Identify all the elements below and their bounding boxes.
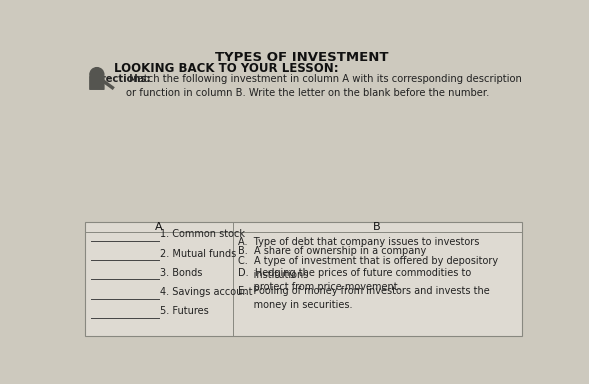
Text: 2. Mutual funds: 2. Mutual funds — [160, 248, 237, 258]
Text: B.  A share of ownership in a company: B. A share of ownership in a company — [238, 246, 426, 256]
Text: C.  A type of investment that is offered by depository
     institutions: C. A type of investment that is offered … — [238, 255, 498, 280]
FancyBboxPatch shape — [85, 222, 522, 336]
Text: B: B — [373, 222, 381, 232]
Text: 3. Bonds: 3. Bonds — [160, 268, 203, 278]
Circle shape — [90, 68, 104, 81]
Text: A.  Type of debt that company issues to investors: A. Type of debt that company issues to i… — [238, 237, 479, 247]
Text: A: A — [155, 222, 163, 232]
Text: 5. Futures: 5. Futures — [160, 306, 209, 316]
Text: E.  Pooling of money from investors and invests the
     money in securities.: E. Pooling of money from investors and i… — [238, 286, 489, 310]
Text: TYPES OF INVESTMENT: TYPES OF INVESTMENT — [215, 51, 389, 64]
Text: 4. Savings account: 4. Savings account — [160, 287, 253, 297]
Text: LOOKING BACK TO YOUR LESSON:: LOOKING BACK TO YOUR LESSON: — [114, 62, 339, 75]
Text: Directions:: Directions: — [89, 74, 151, 84]
Text: 1. Common stock: 1. Common stock — [160, 229, 246, 239]
FancyBboxPatch shape — [89, 76, 105, 90]
Text: D.  Hedging the prices of future commodities to
     protect from price movement: D. Hedging the prices of future commodit… — [238, 268, 471, 292]
Text: Match the following investment in column A with its corresponding description
or: Match the following investment in column… — [126, 74, 522, 98]
